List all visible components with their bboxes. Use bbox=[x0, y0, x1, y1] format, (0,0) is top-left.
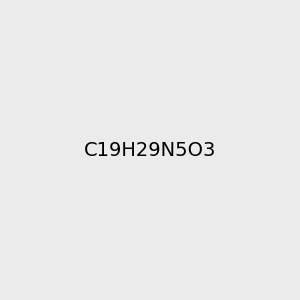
Text: C19H29N5O3: C19H29N5O3 bbox=[84, 140, 216, 160]
